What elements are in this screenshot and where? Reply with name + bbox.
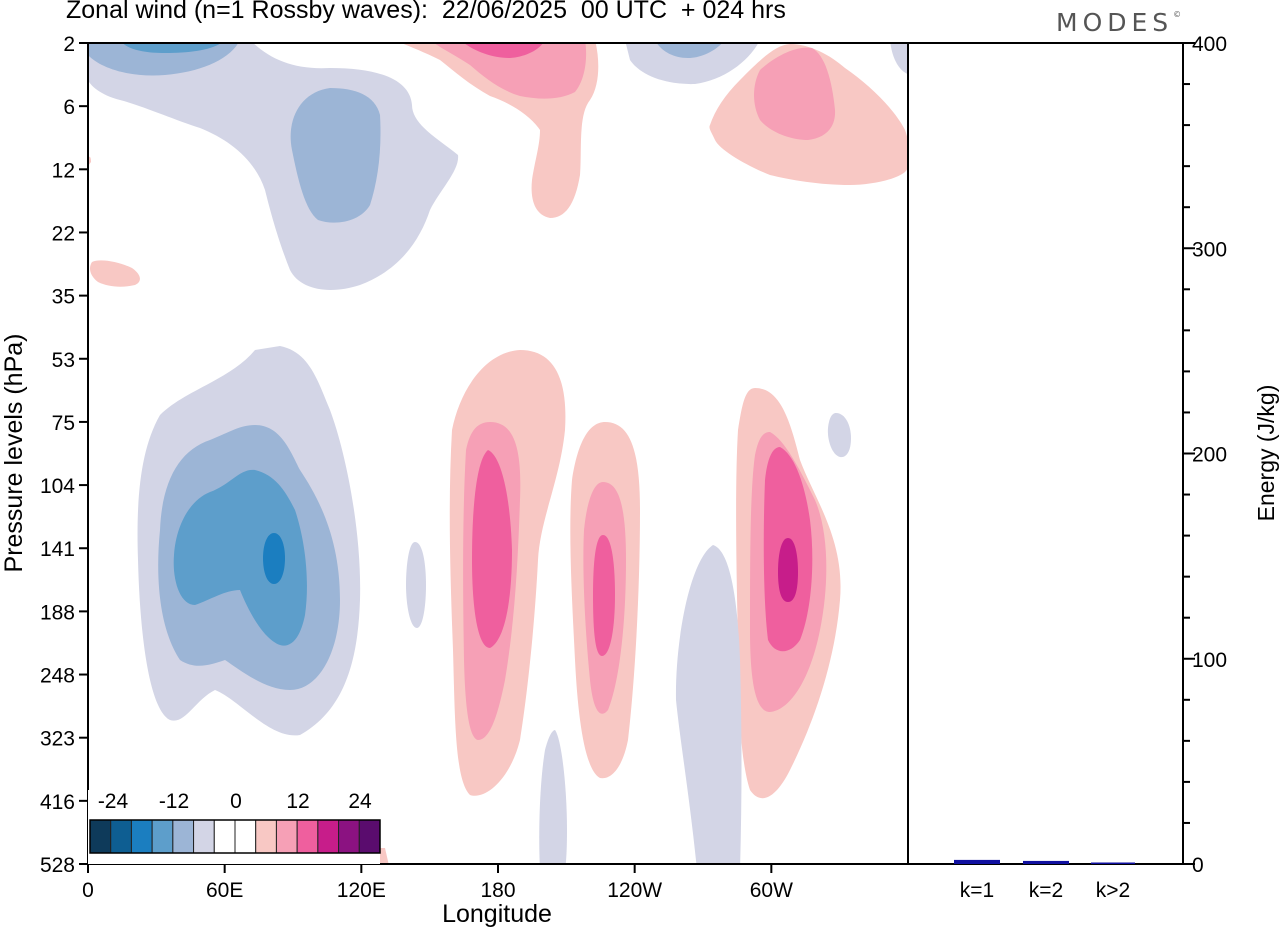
pressure-tick-label: 248 xyxy=(40,665,75,688)
energy-bar-category-label: k>2 xyxy=(1096,879,1130,902)
modes-logo: MODES© xyxy=(1056,8,1181,37)
colorbar-frame xyxy=(89,819,381,854)
contour-pos-13 xyxy=(463,43,544,58)
colorbar-cell xyxy=(296,819,319,854)
contour-neg-5 xyxy=(406,542,426,628)
longitude-axis-ticks: 0 60E 120E 180 120W 60W xyxy=(82,864,793,902)
longitude-tick-label: 120W xyxy=(607,879,662,902)
contour-neg-12 xyxy=(122,43,222,53)
chart-title: Zonal wind (n=1 Rossby waves): 22/06/202… xyxy=(66,0,786,24)
contour-pos-3 xyxy=(472,450,512,648)
colorbar-tick-label: -24 xyxy=(98,790,129,813)
pressure-tick-label: 416 xyxy=(40,791,75,814)
energy-bars: k=1 k=2 k>2 xyxy=(954,859,1135,902)
pressure-tick-label: 12 xyxy=(52,159,75,182)
colorbar-cells xyxy=(89,819,381,854)
contour-neg-10 xyxy=(290,88,381,223)
contour-neg-9 xyxy=(88,43,459,290)
contour-neg-14 xyxy=(656,43,723,58)
contour-neg-11 xyxy=(88,43,239,76)
energy-bar xyxy=(1023,860,1069,864)
colorbar-tick-label: -12 xyxy=(159,790,189,813)
pressure-tick-label: 22 xyxy=(52,222,75,245)
colorbar-cell xyxy=(172,819,195,854)
energy-tick-label: 0 xyxy=(1192,854,1204,877)
longitude-tick-label: 60W xyxy=(750,879,793,902)
colorbar-cell xyxy=(130,819,153,854)
pressure-tick-label: 188 xyxy=(40,601,75,624)
colorbar-legend: -24 -12 0 12 24 xyxy=(88,790,381,864)
energy-tick-label: 100 xyxy=(1192,649,1227,672)
colorbar-tick-label: 24 xyxy=(348,790,372,813)
contour-pos-16 xyxy=(90,260,140,287)
energy-tick-label: 300 xyxy=(1192,238,1227,261)
colorbar-cell xyxy=(275,819,298,854)
longitude-tick-label: 60E xyxy=(206,879,243,902)
contour-neg-3 xyxy=(173,469,307,646)
colorbar-cell xyxy=(358,819,381,854)
energy-bar xyxy=(1091,862,1135,864)
colorbar-cell xyxy=(234,819,257,854)
colorbar-cell xyxy=(193,819,215,854)
y-axis-label: Pressure levels (hPa) xyxy=(0,334,28,573)
pressure-tick-label: 104 xyxy=(40,475,75,498)
logo-text: MODES xyxy=(1056,8,1174,37)
energy-bar-category-label: k=1 xyxy=(960,879,994,902)
energy-bar-category-label: k=2 xyxy=(1029,879,1063,902)
contour-pos-15 xyxy=(754,47,836,140)
contour-field xyxy=(88,43,908,864)
copyright-mark: © xyxy=(1173,10,1182,19)
pressure-tick-label: 53 xyxy=(52,349,75,372)
energy-axis-ticks: 0 100 200 300 400 xyxy=(1183,33,1227,877)
energy-tick-label: 400 xyxy=(1192,33,1227,56)
pressure-tick-label: 141 xyxy=(40,538,75,561)
contour-neg-7 xyxy=(539,730,567,864)
colorbar-cell xyxy=(89,819,112,854)
contour-neg-15 xyxy=(890,43,908,75)
pressure-tick-label: 75 xyxy=(52,412,75,435)
contour-neg-8 xyxy=(827,413,851,458)
colorbar-cell xyxy=(255,819,277,854)
longitude-tick-label: 120E xyxy=(337,879,386,902)
contour-pos-10 xyxy=(778,538,798,602)
contour-neg-6 xyxy=(675,545,742,864)
pressure-tick-label: 35 xyxy=(52,286,75,309)
contour-pos-6 xyxy=(593,535,615,656)
energy-axis-label: Energy (J/kg) xyxy=(1253,385,1279,522)
contour-neg-4 xyxy=(263,533,285,584)
colorbar-tick-label: 0 xyxy=(230,790,242,813)
pressure-axis-ticks: 2 6 12 22 35 53 75 104 141 188 248 323 416 528 xyxy=(40,33,88,877)
longitude-tick-label: 180 xyxy=(480,879,515,902)
colorbar-cell xyxy=(338,819,360,854)
energy-bar xyxy=(954,859,1000,864)
colorbar-tick-label: 12 xyxy=(286,790,309,813)
colorbar-cell xyxy=(213,819,236,854)
pressure-tick-label: 528 xyxy=(40,854,75,877)
contour-pos-12 xyxy=(434,43,587,99)
contour-neg-13 xyxy=(625,43,759,85)
colorbar-labels: -24 -12 0 12 24 xyxy=(98,790,372,813)
energy-tick-label: 200 xyxy=(1192,444,1227,467)
colorbar-cell xyxy=(151,819,174,854)
pressure-tick-label: 2 xyxy=(63,33,75,56)
pressure-tick-label: 323 xyxy=(40,728,75,751)
colorbar-cell xyxy=(317,819,340,854)
pressure-tick-label: 6 xyxy=(63,96,75,119)
x-axis-label: Longitude xyxy=(442,900,552,928)
colorbar-cell xyxy=(110,819,132,854)
longitude-tick-label: 0 xyxy=(82,879,94,902)
